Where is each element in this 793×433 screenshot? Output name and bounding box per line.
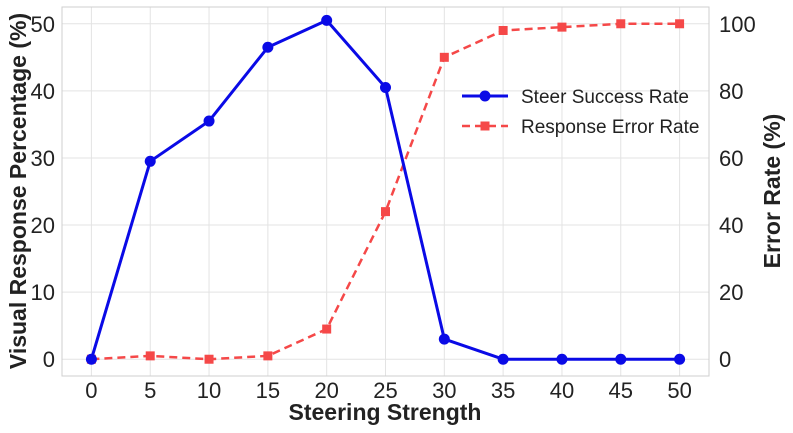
right-y-tick-label: 60	[719, 146, 743, 171]
data-point-steer-success-rate	[497, 353, 509, 365]
left-y-tick-labels: 0 10 20 30 40 50	[31, 12, 55, 372]
data-point-response-error-rate	[675, 19, 685, 29]
x-tick-label: 35	[491, 378, 515, 403]
x-tick-label: 20	[314, 378, 338, 403]
x-tick-label: 25	[373, 378, 397, 403]
data-point-steer-success-rate	[144, 155, 156, 167]
x-axis-title: Steering Strength	[289, 399, 482, 425]
data-point-steer-success-rate	[85, 353, 97, 365]
x-tick-label: 50	[667, 378, 691, 403]
data-point-steer-success-rate	[438, 333, 450, 345]
x-tick-label: 40	[550, 378, 574, 403]
x-tick-label: 15	[256, 378, 280, 403]
data-point-response-error-rate	[381, 207, 390, 217]
data-point-response-error-rate	[498, 25, 508, 35]
right-y-tick-label: 100	[719, 12, 756, 37]
right-y-tick-labels: 0 20 40 60 80 100	[719, 12, 756, 372]
x-tick-label: 5	[144, 378, 156, 403]
x-tick-label: 10	[197, 378, 221, 403]
left-y-tick-label: 30	[31, 146, 55, 171]
right-y-tick-label: 80	[719, 79, 743, 104]
data-point-response-error-rate	[616, 19, 626, 29]
plot-frame	[61, 6, 710, 377]
series-line-response-error-rate	[91, 22, 680, 361]
x-tick-labels: 0 5 10 15 20 25 30 35 40 45 50	[85, 378, 692, 403]
data-point-response-error-rate	[439, 52, 449, 62]
data-point-response-error-rate	[145, 351, 155, 361]
x-tick-label: 0	[85, 378, 97, 403]
x-tick-label: 45	[609, 378, 633, 403]
data-point-steer-success-rate	[321, 14, 333, 26]
data-point-response-error-rate	[204, 354, 214, 364]
right-y-tick-label: 20	[719, 280, 743, 305]
right-y-tick-label: 0	[719, 347, 731, 372]
data-point-response-error-rate	[322, 324, 332, 334]
right-y-axis-title: Error Rate (%)	[759, 114, 785, 269]
data-point-steer-success-rate	[674, 353, 686, 365]
legend-label-response-error: Response Error Rate	[521, 117, 699, 138]
right-y-tick-label: 40	[719, 213, 743, 238]
x-tick-label: 30	[432, 378, 456, 403]
data-point-steer-success-rate	[615, 353, 627, 365]
data-point-steer-success-rate	[380, 82, 391, 94]
left-y-tick-label: 0	[43, 347, 55, 372]
legend-marker-steer-success	[479, 90, 491, 102]
data-point-steer-success-rate	[556, 353, 568, 365]
data-point-steer-success-rate	[262, 41, 274, 53]
left-y-tick-label: 10	[31, 280, 55, 305]
legend-label-steer-success: Steer Success Rate	[521, 87, 689, 108]
series-layer	[85, 14, 686, 365]
grid	[62, 7, 709, 376]
legend: Steer Success Rate Response Error Rate	[462, 87, 699, 138]
data-point-response-error-rate	[557, 22, 567, 32]
data-point-response-error-rate	[263, 351, 273, 361]
left-y-tick-label: 20	[31, 213, 55, 238]
legend-marker-response-error	[480, 121, 490, 131]
data-point-steer-success-rate	[203, 115, 215, 127]
left-y-tick-label: 50	[31, 12, 55, 37]
left-y-tick-label: 40	[31, 79, 55, 104]
left-y-axis-title: Visual Response Percentage (%)	[5, 13, 31, 369]
